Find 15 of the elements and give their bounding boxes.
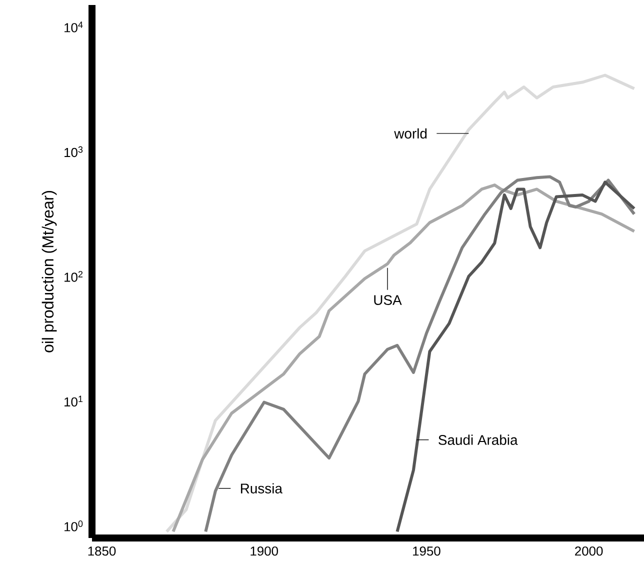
annotation: world <box>394 128 427 139</box>
annotation: USA <box>374 295 402 305</box>
y-tick-label: 10$^{1}$ <box>64 396 83 407</box>
x-tick-label: 2000 <box>575 546 603 556</box>
x-tick-label: 1850 <box>88 546 116 556</box>
y-tick-label: 10$^{0}$ <box>64 520 83 532</box>
x-tick-label: 1900 <box>250 546 278 556</box>
y-axis-title: oil production (Mt/year) <box>42 191 57 352</box>
y-tick-label: 10$^{4}$ <box>64 22 83 32</box>
y-tick-label: 10$^{2}$ <box>64 271 83 282</box>
y-tick-label: 10$^{3}$ <box>64 146 83 158</box>
x-tick-label: 1950 <box>413 546 440 556</box>
annotation: Russia <box>240 483 282 494</box>
line-series <box>165 74 636 534</box>
annotation: Saudi Arabia <box>438 434 518 445</box>
